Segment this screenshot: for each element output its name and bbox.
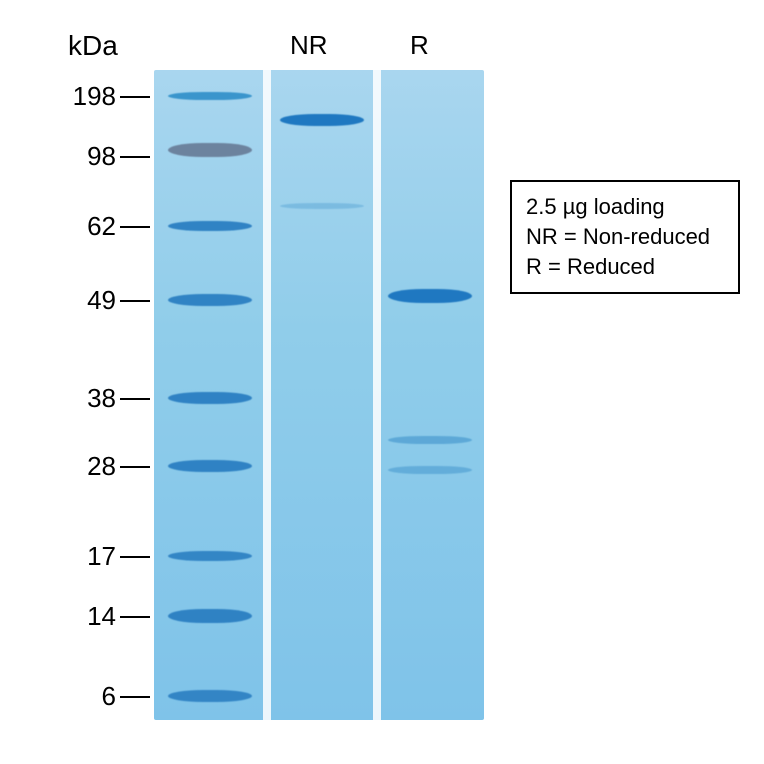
marker-tick (120, 226, 150, 228)
r-band (388, 289, 472, 303)
marker-tick (120, 96, 150, 98)
legend-box: 2.5 µg loading NR = Non-reduced R = Redu… (510, 180, 740, 294)
lane-gap-1 (263, 70, 271, 720)
marker-label: 28 (58, 451, 116, 482)
lane-gap-2 (373, 70, 381, 720)
ladder-band (168, 143, 252, 157)
ladder-band (168, 609, 252, 623)
figure-canvas: kDa NR R 198 98 62 49 38 28 17 14 6 2.5 µg loadi… (0, 0, 764, 764)
marker-label: 6 (58, 681, 116, 712)
marker-label: 49 (58, 285, 116, 316)
marker-tick (120, 398, 150, 400)
lane-header-r: R (410, 30, 429, 61)
marker-label: 14 (58, 601, 116, 632)
marker-tick (120, 556, 150, 558)
r-band (388, 436, 472, 444)
marker-tick (120, 616, 150, 618)
marker-tick (120, 156, 150, 158)
marker-label: 62 (58, 211, 116, 242)
nr-band (280, 114, 364, 126)
ladder-band (168, 221, 252, 231)
legend-line-1: 2.5 µg loading (526, 192, 724, 222)
r-band (388, 466, 472, 474)
ladder-band (168, 460, 252, 472)
nr-band (280, 203, 364, 209)
ladder-band (168, 294, 252, 306)
ladder-band (168, 551, 252, 561)
marker-tick (120, 300, 150, 302)
legend-line-3: R = Reduced (526, 252, 724, 282)
legend-line-2: NR = Non-reduced (526, 222, 724, 252)
marker-label: 17 (58, 541, 116, 572)
marker-tick (120, 466, 150, 468)
ladder-band (168, 92, 252, 100)
marker-tick (120, 696, 150, 698)
marker-label: 98 (58, 141, 116, 172)
axis-title-kda: kDa (68, 30, 118, 62)
ladder-band (168, 392, 252, 404)
ladder-band (168, 690, 252, 702)
lane-header-nr: NR (290, 30, 328, 61)
marker-label: 38 (58, 383, 116, 414)
marker-label: 198 (58, 81, 116, 112)
